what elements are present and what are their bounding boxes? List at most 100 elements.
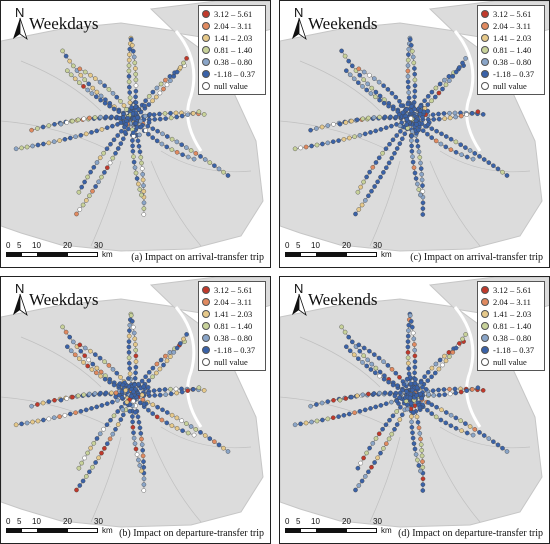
station-marker (154, 85, 160, 91)
station-marker (378, 450, 383, 456)
station-marker (180, 428, 185, 433)
station-marker (377, 93, 383, 99)
station-marker (382, 390, 388, 396)
station-marker (127, 371, 133, 377)
station-marker (404, 122, 409, 127)
legend-label: null value (493, 357, 527, 367)
station-marker (418, 442, 424, 447)
scale-bar: 0 5 10 20 30 km (285, 517, 395, 539)
station-marker (373, 436, 379, 441)
station-marker (375, 455, 380, 461)
station-marker (19, 421, 24, 427)
scale-tick-label: 5 (296, 241, 301, 250)
station-marker (132, 410, 138, 415)
station-marker (377, 369, 383, 375)
station-marker (411, 336, 417, 342)
station-marker (88, 72, 93, 78)
station-marker (436, 387, 441, 393)
legend-swatch-icon (481, 286, 489, 294)
station-marker (363, 198, 368, 203)
scale-tick-label: 0 (285, 517, 290, 526)
station-marker (157, 116, 163, 122)
station-marker (225, 173, 231, 178)
station-marker (376, 355, 382, 361)
station-marker (119, 128, 124, 134)
station-marker (126, 79, 132, 85)
station-marker (82, 69, 88, 75)
station-marker (368, 91, 374, 96)
legend-swatch-icon (481, 46, 489, 54)
station-marker (417, 112, 423, 117)
station-marker (477, 430, 482, 435)
station-marker (168, 386, 173, 392)
legend-item: 0.81 – 1.40 (202, 44, 262, 56)
station-marker (414, 138, 420, 144)
station-marker (133, 446, 139, 452)
legend-swatch-icon (481, 22, 489, 30)
station-marker (110, 431, 116, 437)
scale-tick-label: 10 (311, 517, 320, 526)
station-marker (373, 365, 379, 371)
station-marker (127, 46, 133, 52)
station-marker (402, 131, 408, 137)
station-marker (133, 347, 138, 353)
station-marker (443, 82, 449, 88)
station-marker (93, 76, 98, 81)
station-marker (146, 120, 152, 125)
station-marker (412, 71, 417, 77)
legend: 3.12 – 5.61 2.04 – 3.11 1.41 – 2.03 0.81 – … (198, 5, 266, 95)
station-marker (122, 129, 128, 135)
station-marker (413, 377, 418, 382)
station-marker (173, 386, 179, 392)
station-marker (132, 165, 138, 170)
station-marker (98, 114, 103, 120)
legend-swatch-icon (202, 358, 210, 366)
station-marker (309, 143, 314, 149)
station-marker (355, 465, 361, 471)
station-marker (96, 455, 101, 461)
station-marker (132, 382, 138, 388)
station-marker (35, 418, 41, 424)
station-marker (325, 140, 331, 146)
scale-tick-label: 0 (6, 517, 11, 526)
station-marker (110, 399, 115, 405)
station-marker (325, 416, 331, 422)
station-marker (79, 460, 84, 466)
station-marker (393, 114, 399, 120)
station-marker (138, 118, 143, 124)
station-marker (92, 391, 98, 396)
legend-item: 1.41 – 2.03 (481, 308, 541, 320)
station-marker (73, 134, 78, 139)
station-marker (184, 421, 189, 426)
station-marker (133, 100, 139, 105)
station-marker (146, 378, 152, 383)
station-marker (409, 138, 414, 143)
station-marker (142, 113, 148, 119)
station-marker (164, 410, 170, 415)
station-marker (401, 382, 407, 387)
legend-swatch-icon (202, 310, 210, 318)
station-marker (35, 402, 40, 407)
station-marker (107, 160, 113, 166)
station-marker (169, 423, 175, 428)
station-marker (188, 148, 194, 153)
station-marker (308, 127, 313, 133)
scale-tick-label: 5 (296, 517, 301, 526)
scale-tick-label: 30 (94, 517, 103, 526)
station-marker (140, 171, 145, 177)
station-marker (349, 394, 354, 400)
station-marker (98, 97, 103, 103)
station-marker (101, 426, 106, 432)
station-marker (475, 385, 481, 390)
station-marker (132, 376, 138, 381)
station-marker (390, 137, 396, 143)
station-marker (185, 388, 190, 393)
station-marker (411, 410, 416, 415)
station-marker (504, 449, 510, 454)
station-marker (104, 125, 110, 130)
legend-item: 0.38 – 0.80 (481, 332, 541, 344)
station-marker (420, 482, 426, 487)
station-marker (103, 114, 109, 120)
legend-label: -1.18 – 0.37 (493, 69, 535, 79)
station-marker (411, 441, 417, 446)
